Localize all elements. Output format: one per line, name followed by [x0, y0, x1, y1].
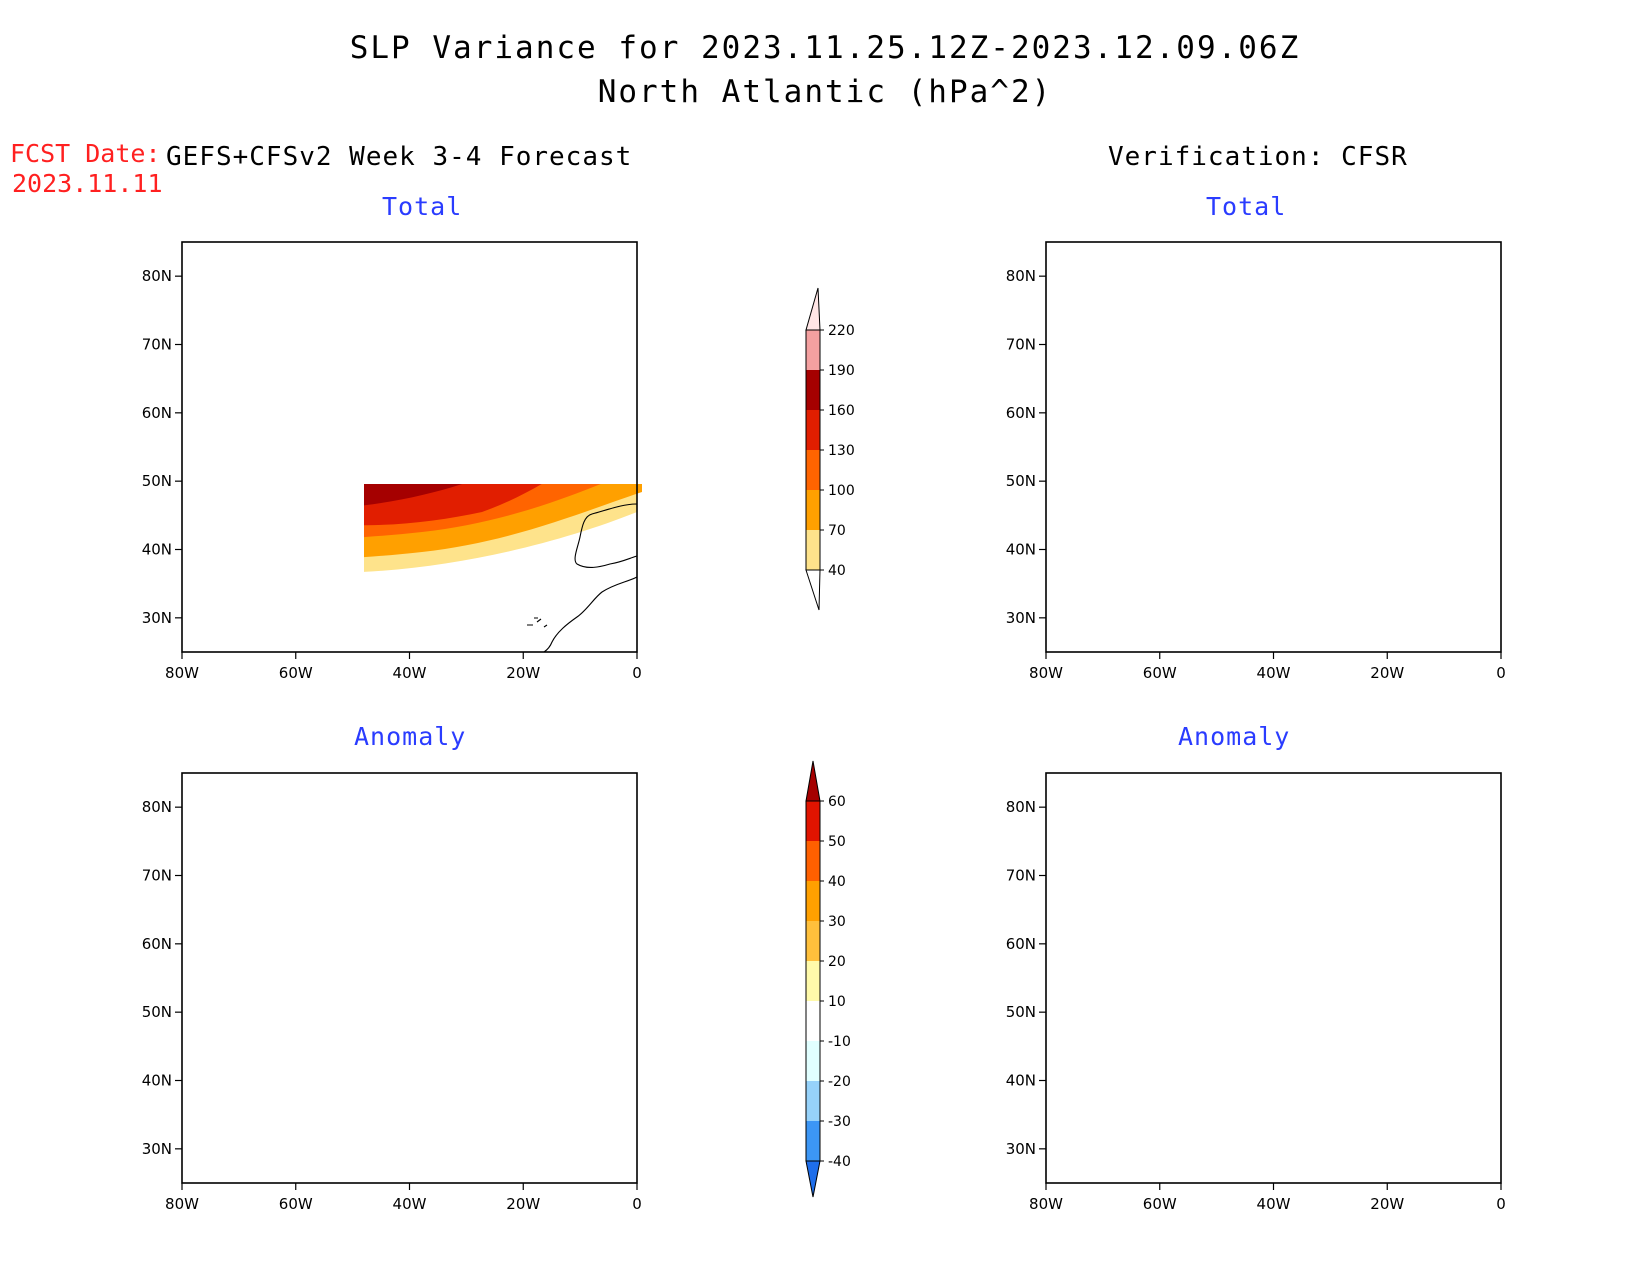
colorbar-label: -20 — [828, 1074, 851, 1090]
lon-tick-label: 40W — [393, 664, 427, 682]
lat-tick-label: 80N — [142, 798, 172, 816]
lat-tick-label: 70N — [142, 336, 172, 354]
lat-tick-label: 40N — [142, 1072, 172, 1090]
lon-tick-label: 20W — [1370, 664, 1404, 682]
colorbar-label: 100 — [828, 483, 855, 499]
colorbar-segment — [806, 490, 820, 530]
colorbar-segment — [806, 801, 820, 841]
lon-tick-label: 60W — [279, 664, 313, 682]
colorbar-label: 20 — [828, 954, 846, 970]
colorbar-label: 10 — [828, 994, 846, 1010]
verification-total-subtitle: Total — [1206, 192, 1287, 221]
colorbar-top-extension — [805, 287, 821, 331]
lat-tick-label: 30N — [142, 1140, 172, 1158]
colorbar-label: -40 — [828, 1154, 851, 1170]
forecast-header: GEFS+CFSv2 Week 3-4 Forecast — [166, 142, 633, 172]
colorbar-bottom-extension — [805, 569, 821, 611]
colorbar-segment — [806, 1041, 820, 1081]
lat-tick-label: 80N — [1006, 798, 1036, 816]
colorbar-label: 30 — [828, 914, 846, 930]
verification-total-map — [1045, 241, 1502, 653]
lon-tick-label: 20W — [506, 1195, 540, 1213]
lat-tick-label: 50N — [142, 472, 172, 490]
lat-tick-label: 60N — [1006, 935, 1036, 953]
lon-tick-label: 20W — [506, 664, 540, 682]
lat-tick-label: 60N — [142, 404, 172, 422]
colorbar-label: 220 — [828, 323, 855, 339]
lat-tick-label: 80N — [1006, 267, 1036, 285]
lat-tick-label: 60N — [142, 935, 172, 953]
colorbar-label: 40 — [828, 874, 846, 890]
verification-header: Verification: CFSR — [1108, 142, 1408, 172]
colorbar-segment — [806, 1001, 820, 1041]
lat-tick-label: 30N — [142, 609, 172, 627]
chart-title-line1: SLP Variance for 2023.11.25.12Z-2023.12.… — [349, 30, 1301, 66]
anomaly-colorbar: -40 -30 -20 -10 10 20 30 40 50 60 — [805, 760, 851, 1198]
lat-tick-label: 60N — [1006, 404, 1036, 422]
lon-tick-label: 80W — [1029, 1195, 1063, 1213]
colorbar-segment — [806, 1081, 820, 1121]
lat-tick-label: 40N — [1006, 541, 1036, 559]
forecast-anomaly-map — [181, 772, 638, 1184]
lon-tick-label: 40W — [1257, 664, 1291, 682]
forecast-anomaly-subtitle: Anomaly — [354, 722, 467, 751]
lat-tick-label: 30N — [1006, 1140, 1036, 1158]
forecast-total-map — [181, 241, 642, 653]
colorbar-label: 50 — [828, 834, 846, 850]
colorbar-segment — [806, 410, 820, 450]
lat-tick-label: 80N — [142, 267, 172, 285]
colorbar-segment — [806, 961, 820, 1001]
colorbar-label: 70 — [828, 523, 846, 539]
colorbar-segment — [806, 1121, 820, 1161]
lon-tick-label: 40W — [393, 1195, 427, 1213]
colorbar-label: -10 — [828, 1034, 851, 1050]
lon-tick-label: 80W — [1029, 664, 1063, 682]
lon-tick-label: 60W — [1143, 664, 1177, 682]
total-colorbar: 40 70 100 130 160 190 220 — [805, 287, 855, 611]
lon-tick-label: 40W — [1257, 1195, 1291, 1213]
lon-tick-label: 60W — [279, 1195, 313, 1213]
chart-title-line2: North Atlantic (hPa^2) — [597, 74, 1053, 110]
lat-tick-label: 50N — [1006, 1003, 1036, 1021]
lon-tick-label: 0 — [1496, 664, 1506, 682]
lon-tick-label: 80W — [165, 1195, 199, 1213]
lat-tick-label: 50N — [1006, 472, 1036, 490]
colorbar-label: 60 — [828, 794, 846, 810]
colorbar-label: 130 — [828, 443, 855, 459]
lon-tick-label: 0 — [632, 664, 642, 682]
colorbar-label: 160 — [828, 403, 855, 419]
lat-tick-label: 40N — [142, 541, 172, 559]
colorbar-top-extension — [805, 760, 821, 802]
colorbar-segment — [806, 841, 820, 881]
lon-tick-label: 20W — [1370, 1195, 1404, 1213]
colorbar-segment — [806, 530, 820, 570]
colorbar-bottom-extension — [805, 1160, 821, 1198]
colorbar-label: 190 — [828, 363, 855, 379]
colorbar-segment — [806, 450, 820, 490]
fcst-date-label: FCST Date: — [10, 139, 161, 168]
colorbar-segment — [806, 330, 820, 370]
lat-tick-label: 50N — [142, 1003, 172, 1021]
colorbar-segment — [806, 921, 820, 961]
lon-tick-label: 0 — [632, 1195, 642, 1213]
lat-tick-label: 70N — [142, 867, 172, 885]
lat-tick-label: 70N — [1006, 867, 1036, 885]
fcst-date-value: 2023.11.11 — [12, 169, 163, 198]
colorbar-label: 40 — [828, 563, 846, 579]
lat-tick-label: 70N — [1006, 336, 1036, 354]
lon-tick-label: 60W — [1143, 1195, 1177, 1213]
lat-tick-label: 30N — [1006, 609, 1036, 627]
colorbar-segment — [806, 370, 820, 410]
lon-tick-label: 80W — [165, 664, 199, 682]
lon-tick-label: 0 — [1496, 1195, 1506, 1213]
verification-anomaly-map — [1045, 772, 1502, 1184]
forecast-total-subtitle: Total — [382, 192, 463, 221]
map-axes: 80W 60W 40W 20W 0 80N 70N 60N 50N 40N 30N 80W 60W 40W… — [142, 267, 1506, 1213]
verification-anomaly-subtitle: Anomaly — [1178, 722, 1291, 751]
colorbar-label: -30 — [828, 1114, 851, 1130]
colorbar-segment — [806, 881, 820, 921]
lat-tick-label: 40N — [1006, 1072, 1036, 1090]
